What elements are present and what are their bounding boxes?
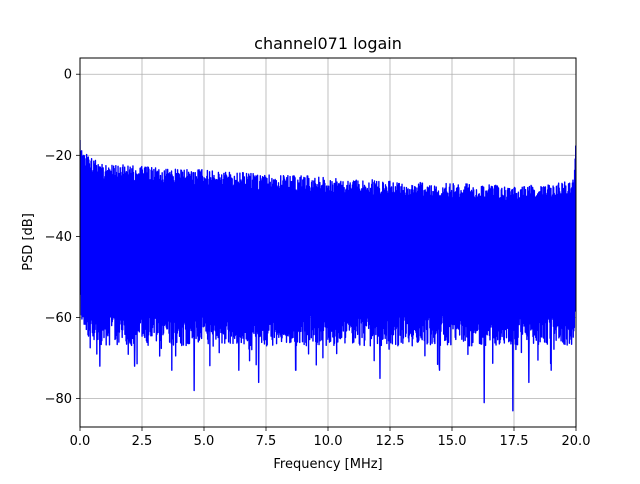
x-tick-label: 2.5 bbox=[132, 434, 153, 449]
y-tick-label: 0 bbox=[64, 68, 72, 83]
x-tick-label: 20.0 bbox=[562, 434, 591, 449]
x-tick-label: 17.5 bbox=[500, 434, 529, 449]
y-axis-ticks: 0 −20 −40 −60 −80 bbox=[45, 68, 80, 407]
x-tick-label: 10.0 bbox=[314, 434, 343, 449]
y-tick-label: −60 bbox=[45, 311, 72, 326]
x-tick-label: 5.0 bbox=[194, 434, 215, 449]
x-axis-label: Frequency [MHz] bbox=[273, 457, 382, 472]
y-tick-label: −80 bbox=[45, 392, 72, 407]
x-tick-label: 15.0 bbox=[438, 434, 467, 449]
plot-area bbox=[80, 139, 576, 412]
chart-title: channel071 logain bbox=[254, 34, 402, 53]
y-tick-label: −20 bbox=[45, 149, 72, 164]
y-axis-label: PSD [dB] bbox=[21, 213, 36, 271]
y-tick-label: −40 bbox=[45, 230, 72, 245]
x-tick-label: 12.5 bbox=[376, 434, 405, 449]
psd-series-line bbox=[80, 139, 576, 412]
x-tick-label: 7.5 bbox=[256, 434, 277, 449]
x-tick-label: 0.0 bbox=[70, 434, 91, 449]
x-axis-ticks: 0.0 2.5 5.0 7.5 10.0 12.5 15.0 17.5 20.0 bbox=[70, 427, 591, 449]
